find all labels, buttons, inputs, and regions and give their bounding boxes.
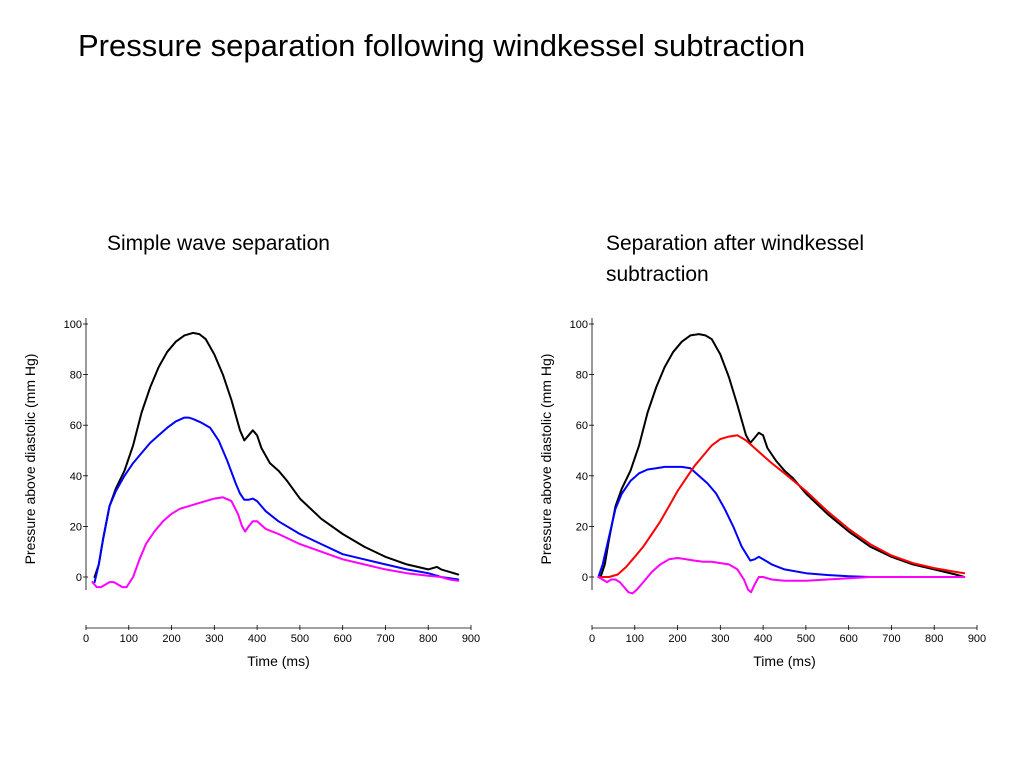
x-tick-label: 800 [925, 633, 943, 645]
x-tick-label: 200 [162, 633, 180, 645]
x-tick-label: 100 [626, 633, 644, 645]
x-tick-label: 200 [668, 633, 686, 645]
x-tick-label: 600 [839, 633, 857, 645]
x-axis-label: Time (ms) [247, 653, 309, 669]
y-tick-label: 40 [70, 471, 82, 483]
series-line-0 [93, 331, 460, 578]
x-tick-label: 900 [968, 633, 986, 645]
x-tick-label: 0 [83, 633, 89, 645]
x-tick-label: 600 [333, 633, 351, 645]
x-tick-label: 800 [419, 633, 437, 645]
left-chart-title: Simple wave separation [107, 232, 330, 255]
y-axis-label: Pressure above diastolic (mm Hg) [538, 354, 554, 565]
y-tick-label: 0 [582, 572, 588, 584]
x-tick-label: 700 [882, 633, 900, 645]
y-tick-label: 100 [64, 319, 82, 331]
series-line-1 [597, 465, 966, 578]
y-tick-label: 60 [576, 420, 588, 432]
series-line-2 [91, 496, 460, 589]
x-axis-label: Time (ms) [753, 653, 815, 669]
series-line-3 [597, 557, 966, 595]
x-tick-label: 0 [589, 633, 595, 645]
chart-1-plot: 0 20 40 60 80 100 0 100 200 300 400 500 600 700 800 900… [538, 318, 986, 669]
x-tick-label: 400 [754, 633, 772, 645]
x-tick-label: 300 [711, 633, 729, 645]
slide-title: Pressure separation following windkessel… [78, 28, 806, 63]
y-tick-label: 100 [570, 319, 588, 331]
right-chart-title: Separation after windkessel subtraction [606, 232, 864, 286]
series-line-1 [93, 416, 460, 584]
x-tick-label: 100 [120, 633, 138, 645]
series-line-2 [599, 434, 966, 578]
x-tick-label: 900 [462, 633, 480, 645]
y-tick-label: 80 [576, 370, 588, 382]
y-tick-label: 20 [576, 521, 588, 533]
chart-0-plot: 0 20 40 60 80 100 0 100 200 300 400 500 600 700 800 900… [22, 318, 480, 669]
y-tick-label: 0 [76, 572, 82, 584]
y-tick-label: 40 [576, 471, 588, 483]
x-tick-label: 500 [291, 633, 309, 645]
x-tick-label: 300 [205, 633, 223, 645]
x-tick-label: 500 [797, 633, 815, 645]
y-tick-label: 80 [70, 370, 82, 382]
x-tick-label: 400 [248, 633, 266, 645]
series-line-0 [599, 333, 966, 578]
y-tick-label: 20 [70, 521, 82, 533]
y-axis-label: Pressure above diastolic (mm Hg) [22, 354, 38, 565]
x-tick-label: 700 [376, 633, 394, 645]
y-tick-label: 60 [70, 420, 82, 432]
